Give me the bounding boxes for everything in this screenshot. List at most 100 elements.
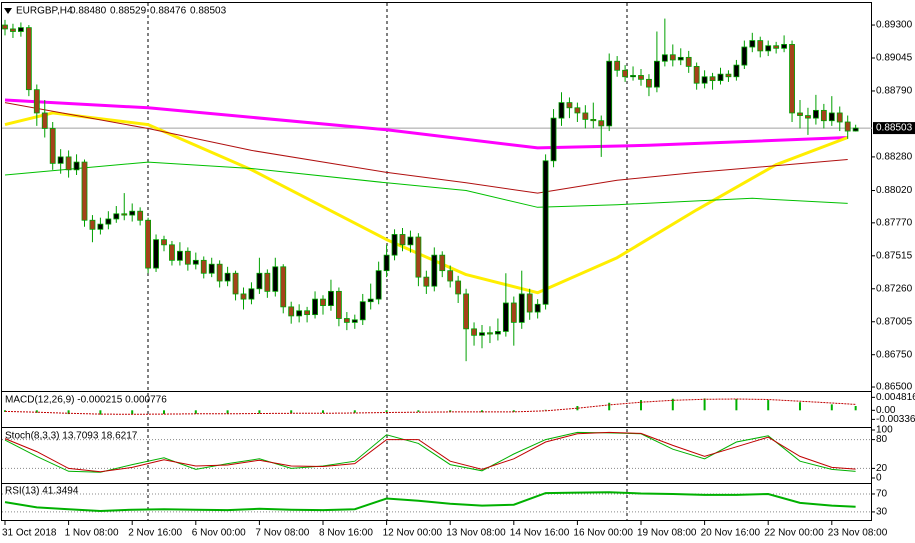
candle-body bbox=[542, 160, 549, 305]
macd-bar bbox=[854, 406, 857, 411]
y-tick-label: 100 bbox=[876, 425, 893, 436]
candle-body bbox=[272, 266, 279, 292]
candle-body bbox=[709, 76, 716, 82]
header: EURGBP,H4 0.88480 0.88529 0.88476 0.8850… bbox=[16, 6, 227, 17]
candle-body bbox=[161, 239, 167, 246]
candle-body bbox=[820, 109, 827, 122]
y-tick-label: 0.88280 bbox=[876, 152, 913, 163]
x-tick-label: 31 Oct 2018 bbox=[2, 528, 57, 539]
candle-body bbox=[510, 302, 517, 323]
y-tick-label: 0.88020 bbox=[876, 185, 913, 196]
rsi-label: RSI(13) 41.3494 bbox=[5, 486, 79, 497]
candle-body bbox=[693, 66, 700, 84]
moving-average bbox=[4, 102, 848, 194]
macd-bar bbox=[163, 410, 165, 415]
candle-body bbox=[97, 223, 104, 230]
candle-body bbox=[10, 28, 16, 32]
macd-bar bbox=[830, 404, 833, 411]
candle-body bbox=[367, 298, 374, 303]
x-tick-label: 6 Nov 00:00 bbox=[192, 528, 246, 539]
candle-body bbox=[813, 109, 819, 119]
candle-body bbox=[105, 218, 112, 225]
y-tick-label: 0.86500 bbox=[876, 382, 913, 393]
candle-body bbox=[582, 112, 589, 120]
candle-body bbox=[208, 263, 215, 274]
macd-bar bbox=[194, 410, 197, 414]
x-tick-label: 16 Nov 00:00 bbox=[573, 528, 633, 539]
macd-bar bbox=[640, 400, 642, 411]
candle-body bbox=[455, 280, 462, 295]
candle-body bbox=[169, 244, 175, 261]
y-tick-label: 0.89300 bbox=[876, 20, 913, 31]
candle-body bbox=[685, 56, 692, 67]
candle-body bbox=[351, 319, 358, 323]
macd-bar bbox=[226, 410, 229, 414]
x-tick-label: 8 Nov 16:00 bbox=[319, 528, 373, 539]
candle-body bbox=[765, 45, 772, 52]
candle-body bbox=[312, 298, 318, 316]
candle-body bbox=[598, 120, 605, 127]
candle-body bbox=[224, 272, 231, 282]
y-tick-label: 0.89045 bbox=[876, 53, 913, 64]
plot-frame bbox=[1, 2, 872, 521]
candle-body bbox=[328, 290, 334, 306]
candle-body bbox=[669, 54, 676, 61]
candle-body bbox=[836, 112, 843, 123]
candle-body bbox=[383, 254, 390, 272]
x-tick-label: 19 Nov 08:00 bbox=[637, 528, 697, 539]
y-tick-label: 0.87005 bbox=[876, 316, 913, 327]
x-tick-label: 22 Nov 00:00 bbox=[764, 528, 824, 539]
x-tick-label: 14 Nov 16:00 bbox=[510, 528, 570, 539]
y-tick-label: -0.003368 bbox=[876, 414, 915, 425]
x-tick-label: 7 Nov 08:00 bbox=[255, 528, 309, 539]
candle-body bbox=[661, 54, 668, 62]
last-price-label: 0.88503 bbox=[876, 123, 913, 134]
chart-title: EURGBP,H4 bbox=[16, 6, 73, 17]
candle-body bbox=[89, 219, 96, 230]
last-price-box bbox=[873, 122, 915, 135]
macd-bar bbox=[449, 410, 452, 412]
stoch-label: Stoch(8,3,3) 13.7093 18.6217 bbox=[5, 431, 138, 442]
candle-body bbox=[335, 290, 342, 319]
x-tick-label: 2 Nov 16:00 bbox=[128, 528, 182, 539]
candle-body bbox=[638, 75, 644, 80]
candle-body bbox=[550, 117, 557, 162]
candle-body bbox=[176, 250, 183, 261]
candle-body bbox=[558, 102, 565, 119]
macd-signal bbox=[4, 398, 856, 415]
candle-body bbox=[622, 69, 628, 78]
macd-bar bbox=[322, 410, 324, 413]
x-tick-label: 20 Nov 16:00 bbox=[701, 528, 761, 539]
macd-bar bbox=[767, 400, 770, 411]
moving-average bbox=[4, 98, 848, 150]
candle-body bbox=[502, 302, 509, 332]
candle-body bbox=[574, 107, 581, 114]
candle-body bbox=[494, 331, 501, 335]
x-tick-label: 12 Nov 00:00 bbox=[383, 528, 443, 539]
x-tick-label: 1 Nov 08:00 bbox=[65, 528, 119, 539]
stoch-main bbox=[4, 431, 856, 473]
candle-body bbox=[614, 60, 621, 71]
y-tick-label: 0.86750 bbox=[876, 349, 913, 360]
candle-body bbox=[81, 161, 88, 221]
candle-body bbox=[359, 301, 366, 321]
candle-body bbox=[789, 44, 795, 114]
candle-body bbox=[73, 161, 80, 171]
candle-body bbox=[200, 259, 207, 274]
macd-bar bbox=[417, 410, 420, 412]
y-tick-label: 0 bbox=[876, 473, 882, 484]
candle-body bbox=[248, 288, 255, 300]
candle-body bbox=[701, 76, 708, 84]
y-tick-label: 80 bbox=[876, 434, 888, 445]
header-low: 0.88476 bbox=[150, 6, 187, 17]
candle-body bbox=[733, 64, 740, 78]
candle-body bbox=[137, 210, 144, 221]
candle-body bbox=[487, 332, 493, 335]
moving-average bbox=[4, 161, 848, 208]
candle-body bbox=[654, 60, 660, 88]
candle-body bbox=[129, 210, 136, 216]
candle-body bbox=[304, 310, 311, 316]
macd-bar bbox=[385, 410, 388, 413]
candle-body bbox=[518, 293, 525, 323]
